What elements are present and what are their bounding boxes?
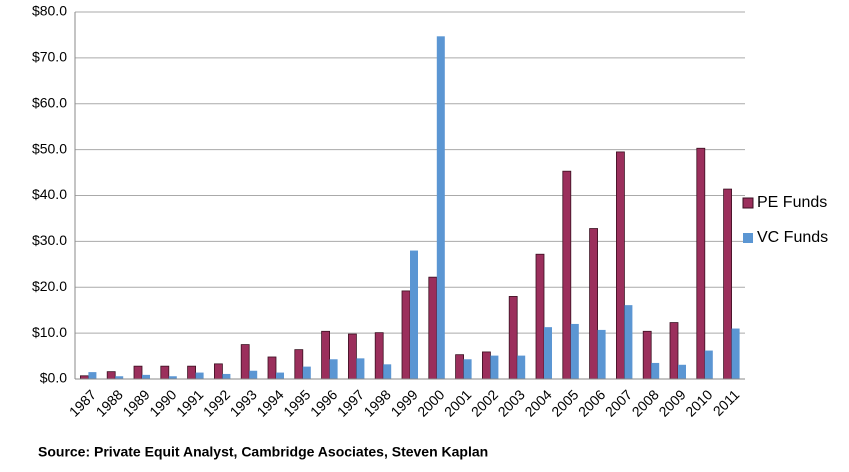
y-tick-label: $0.0: [40, 370, 67, 386]
bar: [535, 253, 545, 380]
bar: [463, 359, 472, 379]
bar: [669, 322, 679, 380]
bar: [347, 333, 357, 380]
x-tick-label: 1998: [361, 386, 394, 419]
bar: [374, 332, 384, 380]
bar: [195, 372, 204, 379]
bar: [428, 276, 438, 380]
x-tick-label: 1994: [253, 386, 286, 419]
bar: [294, 349, 304, 380]
bar: [642, 330, 652, 380]
legend-swatch: [742, 197, 754, 209]
x-tick-label: 1996: [307, 386, 340, 419]
legend-swatch: [743, 233, 753, 243]
legend-label: PE Funds: [757, 194, 827, 211]
bar: [704, 350, 713, 379]
x-tick-label: 2003: [495, 386, 528, 419]
y-tick-label: $50.0: [32, 140, 67, 156]
bar: [455, 354, 465, 380]
bar: [490, 355, 499, 379]
x-tick-label: 1989: [119, 386, 152, 419]
bar: [106, 371, 116, 380]
x-tick-label: 2010: [682, 386, 715, 419]
y-tick-label: $20.0: [32, 278, 67, 294]
y-tick-label: $70.0: [32, 49, 67, 65]
bar: [115, 376, 124, 379]
bar: [168, 376, 177, 379]
bar: [187, 365, 197, 380]
bar: [616, 151, 625, 380]
x-tick-label: 2004: [521, 386, 554, 419]
bar: [651, 362, 660, 379]
bar: [240, 344, 250, 380]
legend-label: VC Funds: [757, 229, 828, 246]
x-tick-label: 2000: [414, 386, 447, 419]
x-tick-label: 1995: [280, 386, 313, 419]
x-tick-label: 2009: [655, 386, 688, 419]
bar: [517, 355, 526, 379]
y-tick-label: $60.0: [32, 94, 67, 110]
bar: [562, 170, 572, 380]
y-tick-label: $40.0: [32, 186, 67, 202]
bar: [723, 188, 732, 380]
x-tick-label: 2006: [575, 386, 608, 419]
x-tick-label: 1987: [66, 386, 99, 419]
bar: [597, 329, 606, 379]
bar: [88, 372, 97, 379]
y-tick-label: $80.0: [32, 3, 67, 19]
bar: [222, 373, 231, 379]
y-tick-label: $30.0: [32, 232, 67, 248]
y-tick-label: $10.0: [32, 324, 67, 340]
bar: [436, 36, 445, 379]
bar: [410, 250, 418, 379]
source-note: Source: Private Equit Analyst, Cambridge…: [38, 444, 488, 460]
bar: [696, 147, 706, 380]
x-tick-label: 2002: [468, 386, 501, 419]
bar: [481, 351, 491, 380]
x-tick-label: 1993: [227, 386, 260, 419]
bar: [213, 363, 223, 380]
bar: [249, 370, 258, 379]
bar: [508, 296, 518, 380]
bar: [678, 364, 686, 379]
x-tick-label: 1997: [334, 386, 367, 419]
bar: [276, 372, 284, 379]
bar: [142, 374, 150, 379]
bar: [329, 359, 338, 379]
x-tick-label: 1999: [387, 386, 420, 419]
x-tick-label: 1990: [146, 386, 179, 419]
bar: [302, 366, 311, 379]
x-tick-label: 1988: [93, 386, 126, 419]
bar: [356, 358, 365, 379]
bar: [321, 330, 331, 380]
x-tick-label: 2008: [629, 386, 662, 419]
x-tick-label: 2005: [548, 386, 581, 419]
bar: [544, 327, 552, 379]
x-tick-label: 1991: [173, 386, 206, 419]
bar: [624, 305, 633, 379]
x-tick-label: 2001: [441, 386, 474, 419]
bar: [731, 328, 740, 379]
bar: [267, 356, 277, 380]
bar: [160, 365, 170, 380]
bar: [401, 290, 411, 380]
x-tick-label: 2011: [710, 386, 743, 419]
bar: [570, 323, 579, 379]
bar: [133, 365, 143, 380]
x-tick-label: 2007: [602, 386, 635, 419]
bar: [589, 228, 598, 380]
bar: [383, 364, 392, 379]
x-tick-label: 1992: [200, 386, 233, 419]
